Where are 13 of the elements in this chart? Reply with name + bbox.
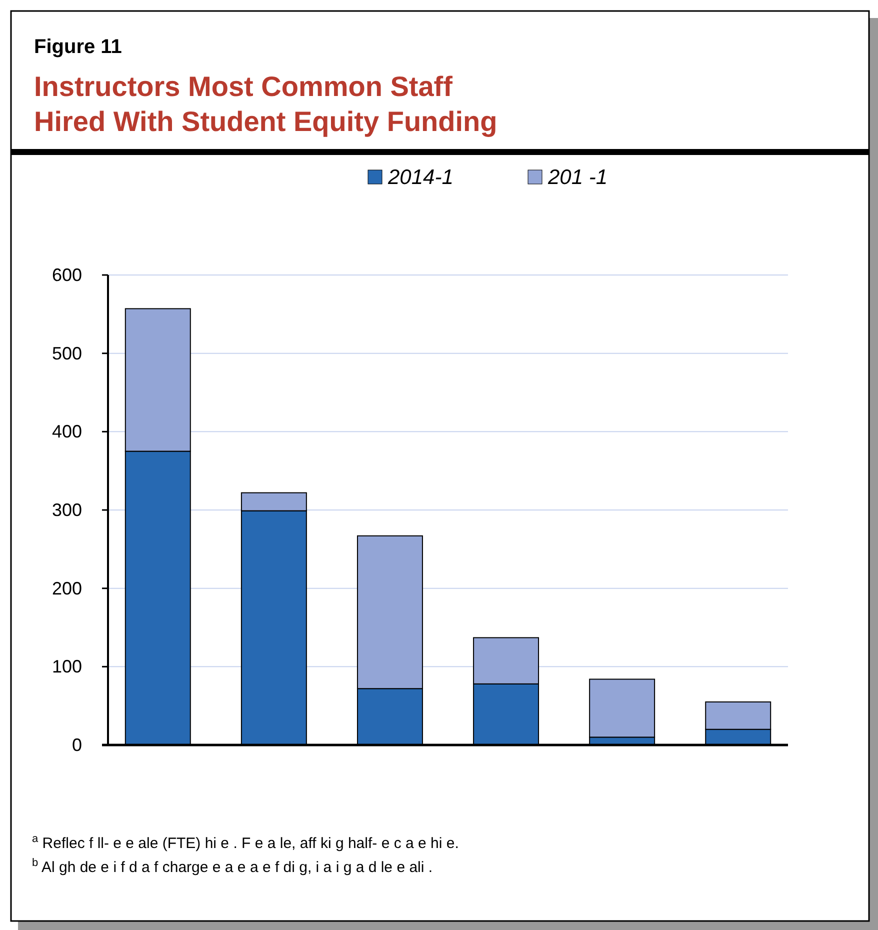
text: $^{a}$ Reflec f ll- e e ale (FTE) hi e . F e a le, aff ki g half- e c a e hi e. [32,833,459,852]
y-tick-label: 100 [52,656,82,677]
y-tick-label: 400 [52,422,82,442]
legend-label: 201 -1 [547,166,608,189]
chart-subtitle: Figure 11 [34,36,122,58]
chart-title: Instructors Most Common Staff Hired With Student Equity Funding [34,71,498,137]
y-tick-label: 500 [52,343,82,364]
y-tick-label: 600 [52,265,82,285]
legend-label: 2014-1 [387,166,454,189]
y-tick-label: 200 [52,578,82,598]
text: $^{b}$ Al gh de e i f d a f charge e a e a e f di g, i a i g a d le e ali . [32,857,433,876]
y-tick-label: 300 [52,500,82,520]
y-tick-label: 0 [72,735,82,755]
